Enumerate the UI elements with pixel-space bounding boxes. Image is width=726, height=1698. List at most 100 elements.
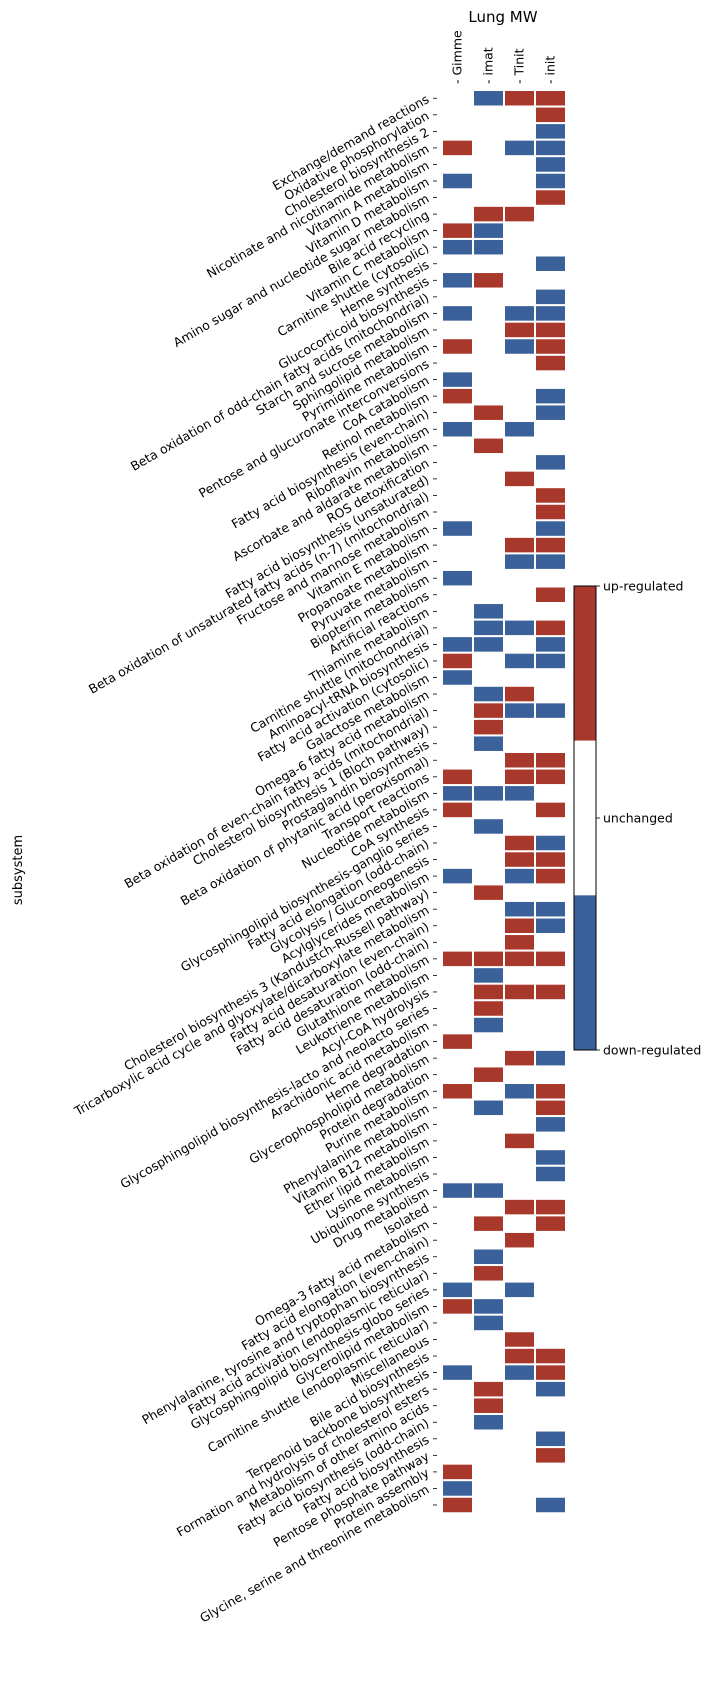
cell-down (505, 786, 534, 801)
cell-up (443, 802, 472, 818)
cell-up (474, 885, 503, 900)
cell-up (536, 537, 565, 553)
colorbar-up (574, 586, 596, 741)
cell-down (536, 637, 565, 652)
cell-up (474, 438, 503, 454)
cell-up (505, 1332, 534, 1347)
cell-down (443, 637, 472, 652)
cell-up (536, 984, 565, 1000)
cell-up (536, 488, 565, 503)
cell-down (474, 686, 503, 702)
cell-up (505, 471, 534, 487)
cell-up (474, 1216, 503, 1231)
cell-down (536, 124, 565, 139)
column-labels: - Gimme - imat - Tinit - init (450, 30, 558, 84)
cell-up (443, 1497, 472, 1513)
cell-up (443, 653, 472, 669)
cell-up (536, 951, 565, 967)
cell-down (536, 306, 565, 321)
cell-up (505, 1199, 534, 1215)
cell-down (536, 918, 565, 933)
cell-up (443, 388, 472, 404)
colorbar-unchanged (574, 740, 596, 896)
cell-up (505, 918, 534, 933)
cell-down (474, 1017, 503, 1033)
cell-down (474, 786, 503, 801)
cell-down (443, 521, 472, 536)
column-label: - init (543, 56, 558, 84)
cell-down (443, 570, 472, 586)
cell-up (536, 1084, 565, 1099)
cell-down (505, 620, 534, 636)
cell-down (443, 306, 472, 321)
cell-down (505, 339, 534, 354)
cell-up (443, 223, 472, 238)
cell-up (474, 984, 503, 1000)
cell-up (443, 1299, 472, 1314)
cell-up (536, 1365, 565, 1380)
cell-up (505, 686, 534, 702)
cell-down (474, 239, 503, 255)
cell-up (536, 868, 565, 884)
cell-down (474, 620, 503, 636)
cell-down (474, 637, 503, 652)
cell-up (536, 1216, 565, 1231)
cell-down (443, 786, 472, 801)
cell-up (443, 1464, 472, 1480)
colorbar-label: unchanged (603, 811, 673, 826)
cell-down (536, 289, 565, 305)
cell-up (536, 852, 565, 867)
cell-down (505, 422, 534, 437)
cell-up (474, 1398, 503, 1413)
cell-up (443, 339, 472, 354)
cell-down (536, 1431, 565, 1447)
cell-down (474, 968, 503, 983)
cell-up (505, 1050, 534, 1066)
cell-up (505, 206, 534, 222)
cell-up (536, 355, 565, 371)
cell-up (505, 537, 534, 553)
cell-up (474, 1067, 503, 1082)
cell-up (505, 322, 534, 338)
cell-down (443, 1183, 472, 1198)
cell-down (474, 736, 503, 751)
cell-down (505, 901, 534, 917)
cell-up (536, 753, 565, 768)
cell-up (505, 1348, 534, 1364)
cell-up (536, 107, 565, 123)
cell-up (474, 951, 503, 967)
cell-up (443, 1084, 472, 1099)
cell-down (443, 372, 472, 387)
cell-up (443, 1034, 472, 1049)
cell-down (536, 554, 565, 569)
column-label: - Tinit (512, 48, 527, 84)
cell-down (536, 835, 565, 851)
cell-down (443, 422, 472, 437)
cell-down (474, 1183, 503, 1198)
cell-up (474, 703, 503, 718)
cell-up (536, 1100, 565, 1116)
cell-up (505, 984, 534, 1000)
cell-up (505, 1232, 534, 1248)
cell-down (443, 173, 472, 189)
chart-title: Lung MW (468, 8, 537, 26)
cell-up (474, 1001, 503, 1016)
cell-down (536, 388, 565, 404)
cell-up (536, 91, 565, 106)
cell-down (536, 1497, 565, 1513)
cell-down (505, 868, 534, 884)
cell-down (536, 703, 565, 718)
cell-up (474, 1266, 503, 1281)
cell-down (505, 703, 534, 718)
cell-up (505, 769, 534, 785)
cell-down (536, 1381, 565, 1397)
heatmap-cells (443, 91, 565, 1513)
cell-down (474, 604, 503, 619)
cell-up (536, 802, 565, 818)
cell-down (536, 157, 565, 172)
cell-down (443, 239, 472, 255)
cell-down (536, 405, 565, 420)
cell-down (536, 521, 565, 536)
cell-up (536, 769, 565, 785)
cell-up (536, 339, 565, 354)
